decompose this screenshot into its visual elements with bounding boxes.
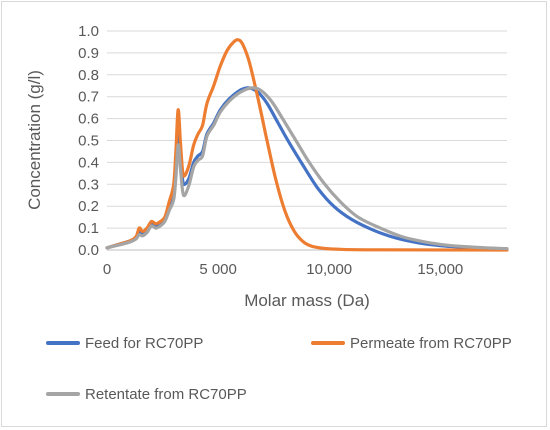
- y-tick-label: 0.3: [78, 176, 99, 193]
- y-tick-label: 0.4: [78, 154, 99, 171]
- legend-label-retentate: Retentate from RC70PP: [85, 386, 247, 403]
- y-tick-label: 0.1: [78, 220, 99, 237]
- x-tick-label: 10,000: [306, 261, 352, 278]
- y-tick-label: 0.2: [78, 198, 99, 215]
- grid-layer: [107, 30, 507, 229]
- y-tick-labels: 0.0 0.1 0.2 0.3 0.4 0.5 0.6 0.7 0.8 0.9 1.0: [78, 23, 99, 259]
- x-axis-title: Molar mass (Da): [244, 291, 370, 310]
- series-line-feed: [105, 86, 509, 251]
- y-tick-label: 1.0: [78, 23, 99, 40]
- legend-item-retentate: Retentate from RC70PP: [46, 386, 247, 403]
- legend-item-permeate: Permeate from RC70PP: [311, 335, 512, 352]
- series-line-retentate: [105, 86, 509, 251]
- x-tick-label: 5 000: [199, 261, 237, 278]
- legend: Feed for RC70PP Permeate from RC70PP Ret…: [46, 335, 512, 403]
- legend-item-feed: Feed for RC70PP: [46, 335, 203, 352]
- y-tick-label: 0.5: [78, 133, 99, 150]
- x-tick-labels: 0 5 000 10,000 15,000: [103, 261, 463, 278]
- y-tick-label: 0.0: [78, 242, 99, 259]
- y-tick-label: 0.8: [78, 67, 99, 84]
- y-tick-label: 0.6: [78, 111, 99, 128]
- series-layer: [105, 38, 509, 252]
- y-tick-label: 0.7: [78, 89, 99, 106]
- legend-label-permeate: Permeate from RC70PP: [350, 335, 512, 352]
- x-tick-label: 15,000: [417, 261, 463, 278]
- y-tick-label: 0.9: [78, 45, 99, 62]
- series-line-permeate: [105, 38, 509, 252]
- x-tick-label: 0: [103, 261, 111, 278]
- legend-label-feed: Feed for RC70PP: [85, 335, 203, 352]
- y-axis-title: Concentration (g/l): [25, 70, 44, 210]
